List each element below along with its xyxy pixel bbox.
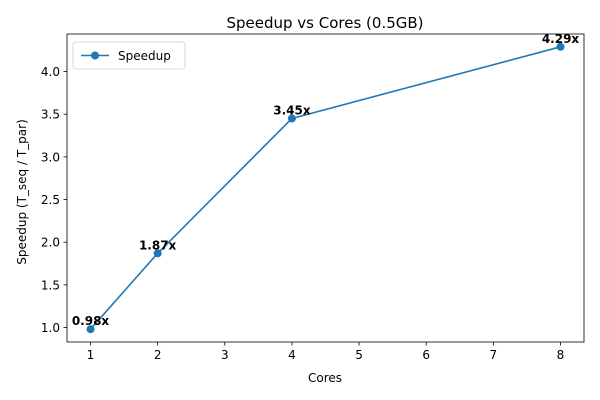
data-label: 3.45x — [273, 103, 311, 117]
plot-area: 1 2 3 4 5 6 7 8 1.0 1.5 2.0 2.5 3.0 3.5 4.0 0.98x 1.87x 3… — [41, 32, 585, 362]
data-point — [153, 249, 162, 258]
data-label: 4.29x — [542, 32, 580, 46]
y-tick-label: 2.0 — [41, 236, 60, 250]
y-tick-label: 1.0 — [41, 321, 60, 335]
x-tick-label: 7 — [490, 348, 498, 362]
x-tick-label: 4 — [288, 348, 296, 362]
x-tick-label: 8 — [557, 348, 565, 362]
x-tick-label: 1 — [87, 348, 95, 362]
chart-title: Speedup vs Cores (0.5GB) — [226, 14, 423, 32]
x-tick-label: 6 — [422, 348, 430, 362]
data-point — [556, 42, 565, 51]
legend-box — [72, 41, 186, 70]
data-label: 0.98x — [72, 314, 110, 328]
x-tick-label: 2 — [154, 348, 162, 362]
y-tick-label: 1.5 — [41, 278, 60, 292]
y-tick-label: 3.0 — [41, 150, 60, 164]
y-axis-label: Speedup (T_seq / T_par) — [15, 119, 29, 265]
axes-frame — [66, 33, 585, 343]
legend-marker — [91, 51, 99, 60]
x-tick-label: 3 — [221, 348, 229, 362]
legend-label: Speedup — [118, 49, 171, 63]
data-point — [86, 325, 95, 334]
y-tick-label: 2.5 — [41, 193, 60, 207]
x-axis-label: Cores — [308, 371, 342, 385]
y-tick-label: 3.5 — [41, 108, 60, 122]
series-line-speedup — [89, 46, 561, 330]
x-tick-label: 5 — [355, 348, 363, 362]
data-label: 1.87x — [139, 238, 177, 252]
data-point — [287, 114, 296, 123]
y-tick-label: 4.0 — [41, 65, 60, 79]
